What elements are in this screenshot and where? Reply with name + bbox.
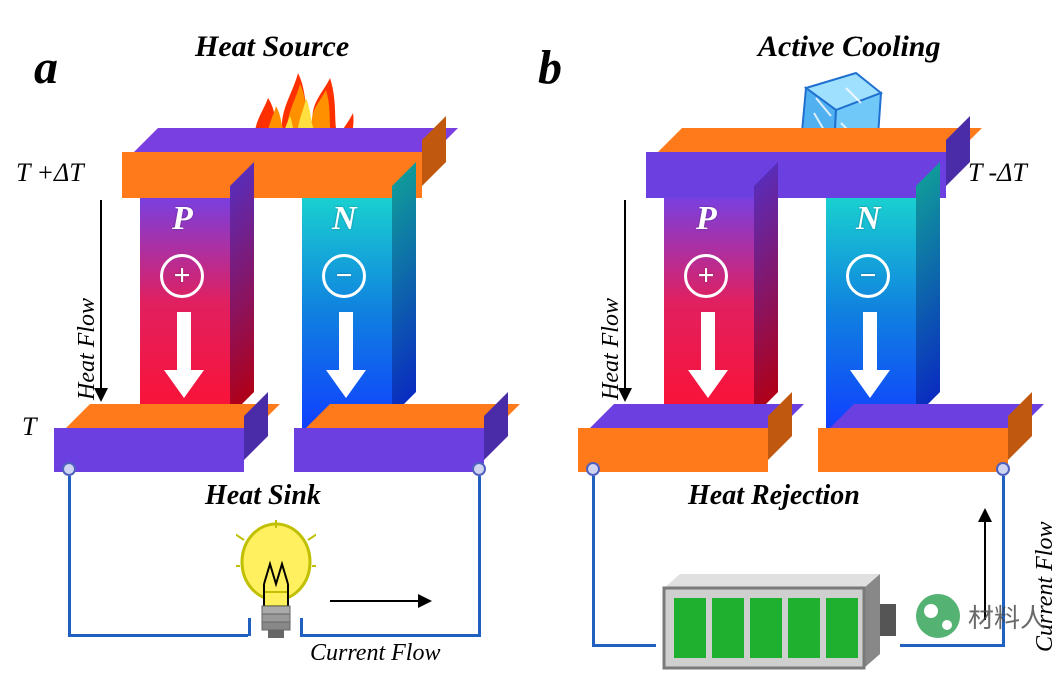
- panel-a-plus-sign: +: [160, 254, 204, 298]
- panel-b-wire-left-v: [592, 476, 595, 646]
- battery-icon: [654, 568, 904, 678]
- panel-a-current-arrow: [330, 600, 430, 602]
- panel-a-minus-sign: −: [322, 254, 366, 298]
- panel-a-n-label: N: [332, 200, 357, 238]
- panel-b-heatflow-label: Heat Flow: [598, 298, 625, 400]
- panel-a-p-label: P: [172, 200, 193, 238]
- panel-a-bulb-wire-r: [300, 618, 303, 636]
- watermark: 材料人: [916, 594, 1046, 638]
- panel-b-bottom-title: Heat Rejection: [688, 480, 860, 512]
- panel-a: a Heat Source T +ΔT P + N − Heat Flow T: [0, 0, 528, 688]
- panel-a-heatflow-arrow: [100, 200, 102, 400]
- watermark-text: 材料人: [968, 598, 1046, 635]
- panel-b-plus-sign: +: [684, 254, 728, 298]
- panel-a-wire-left-h: [68, 634, 248, 637]
- panel-b-wire-left-h: [592, 644, 656, 647]
- panel-b-heatflow-arrow: [624, 200, 626, 400]
- panel-b: b Active Cooling T -ΔT P + N − Heat Flow…: [528, 0, 1056, 688]
- panel-a-temp-bottom: T: [22, 412, 36, 442]
- panel-a-wire-right-h: [300, 634, 481, 637]
- panel-b-n-label: N: [856, 200, 881, 238]
- watermark-badge-icon: [916, 594, 960, 638]
- panel-a-wire-left-v: [68, 476, 71, 636]
- panel-a-wire-right-v: [478, 476, 481, 636]
- panel-a-right-terminal: [472, 462, 486, 476]
- panel-b-letter: b: [538, 40, 562, 95]
- panel-b-temp-top: T -ΔT: [968, 158, 1027, 188]
- panel-b-left-terminal: [586, 462, 600, 476]
- panel-a-heatflow-label: Heat Flow: [74, 298, 101, 400]
- panel-a-temp-top: T +ΔT: [16, 158, 84, 188]
- panel-a-letter: a: [34, 40, 58, 95]
- panel-b-wire-right-h: [900, 644, 1005, 647]
- panel-b-p-label: P: [696, 200, 717, 238]
- panel-a-left-terminal: [62, 462, 76, 476]
- panel-a-current-label: Current Flow: [310, 640, 440, 667]
- panel-a-bulb-wire-l: [248, 618, 251, 636]
- panel-b-minus-sign: −: [846, 254, 890, 298]
- panel-b-right-terminal: [996, 462, 1010, 476]
- panel-a-bottom-title: Heat Sink: [205, 480, 321, 512]
